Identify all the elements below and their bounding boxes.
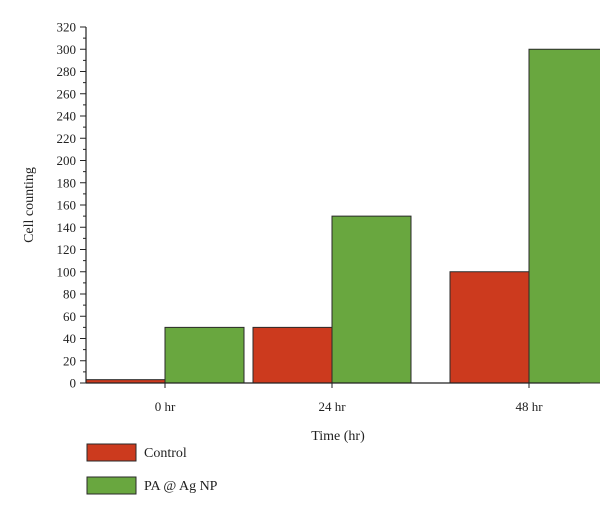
bars-layer [85,48,600,384]
legend-label-0: Control [144,446,187,461]
y-tick-label: 60 [63,309,76,324]
y-tick-label: 300 [57,42,77,57]
y-tick-label: 0 [70,376,77,391]
legend-swatch-0 [86,443,137,462]
y-tick-label: 120 [57,242,77,257]
bar-pa-ag-np-0 [164,326,245,384]
y-tick-label: 100 [57,264,77,279]
y-axis-label: Cell counting [22,167,37,243]
y-tick-label: 40 [63,331,76,346]
x-tick-label: 48 hr [515,399,543,414]
y-tick-label: 140 [57,220,77,235]
y-tick-label: 80 [63,287,76,302]
x-ticks: 0 hr 24 hr 48 hr [155,383,543,414]
y-tick-label: 180 [57,175,77,190]
legend-swatch-1 [86,476,137,495]
y-tick-label: 160 [57,198,77,213]
y-tick-label: 200 [57,153,77,168]
y-tick-label: 280 [57,64,77,79]
x-axis-label: Time (hr) [311,429,365,444]
legend-label-1: PA @ Ag NP [144,479,218,494]
x-tick-label: 24 hr [318,399,346,414]
y-tick-label: 220 [57,131,77,146]
bar-control-1 [252,326,333,384]
y-tick-label: 240 [57,109,77,124]
y-tick-label: 320 [57,20,77,35]
x-tick-label: 0 hr [155,399,176,414]
bar-pa-ag-np-1 [331,215,412,384]
bar-control-2 [449,271,530,384]
bar-pa-ag-np-2 [528,48,600,384]
y-ticks: 0 20 40 60 80 100 120 140 160 180 200 220 240 260 280 3… [57,20,86,391]
y-tick-label: 260 [57,86,77,101]
y-tick-label: 20 [63,353,76,368]
legend: Control PA @ Ag NP [86,443,218,495]
